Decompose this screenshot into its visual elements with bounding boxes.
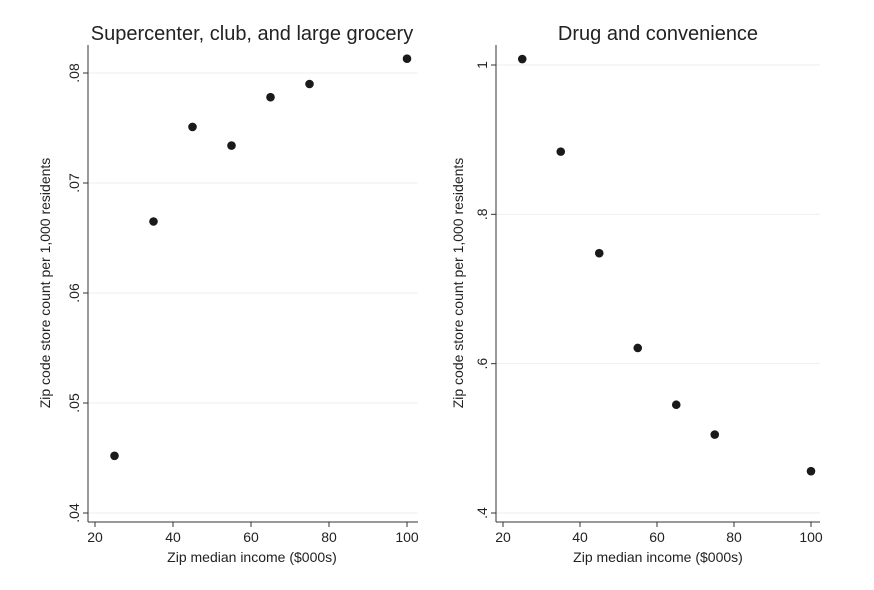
data-point [402,54,412,63]
panel-supercenter: Supercenter, club, and large grocery Zip… [37,23,419,565]
data-point [517,54,527,64]
y-axis-label: Zip code store count per 1,000 residents [37,158,53,409]
x-tick-label: 80 [321,529,337,545]
x-axis-label: Zip median income ($000s) [573,549,743,565]
y-tick-label: .06 [66,283,82,303]
x-tick-label: 80 [726,529,742,545]
x-tick-label: 60 [243,529,259,545]
x-tick-label: 60 [649,529,665,545]
y-tick-label: .4 [474,507,490,519]
data-point [633,343,643,353]
x-tick-label: 100 [799,529,823,545]
data-point [227,141,236,150]
x-tick-label: 40 [165,529,181,545]
data-point [188,122,197,132]
data-point [149,217,158,226]
y-tick-label: .8 [474,208,490,220]
y-tick-label: 1 [474,61,490,69]
data-point [671,400,681,410]
y-axis-label: Zip code store count per 1,000 residents [450,158,466,409]
panel-drug-convenience: Drug and convenience Zip median income (… [450,23,823,565]
y-tick-label: .6 [474,358,490,370]
panel-title: Drug and convenience [558,23,758,45]
y-tick-label: .04 [66,503,82,523]
y-tick-label: .08 [66,63,82,83]
x-tick-label: 40 [572,529,588,545]
x-tick-label: 100 [395,529,419,545]
data-point [556,147,566,156]
data-point [110,451,119,461]
data-point [266,92,275,102]
data-point [594,248,604,258]
data-point [806,466,816,476]
x-tick-label: 20 [87,529,103,545]
panel-title: Supercenter, club, and large grocery [91,23,413,45]
y-tick-label: .07 [66,173,82,193]
data-point [305,79,314,89]
x-axis-label: Zip median income ($000s) [167,549,337,565]
x-tick-label: 20 [495,529,511,545]
y-tick-label: .05 [66,393,82,413]
data-point [710,430,720,439]
